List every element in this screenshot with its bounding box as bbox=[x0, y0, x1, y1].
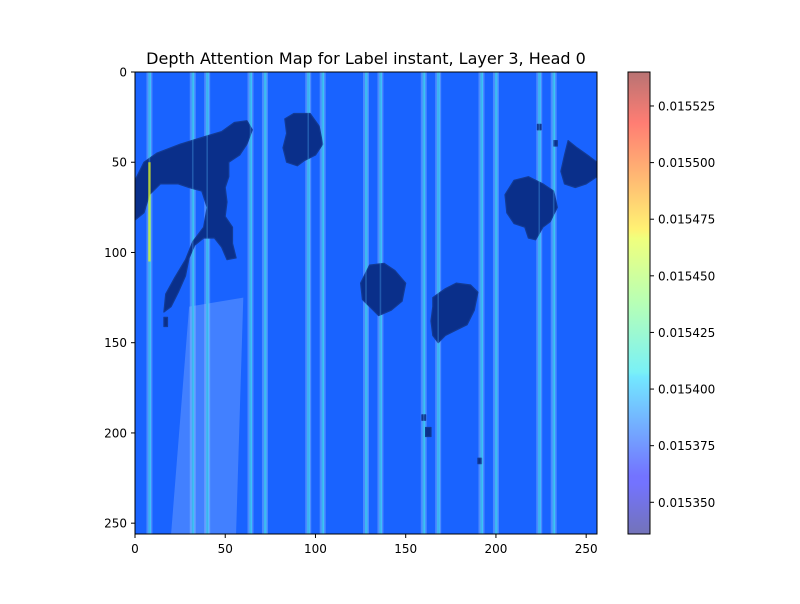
bright-column-9 bbox=[422, 72, 426, 534]
small-dot-6 bbox=[477, 457, 483, 465]
right-edge-region bbox=[560, 140, 597, 189]
lower-center-region bbox=[430, 282, 479, 344]
colorbar-tick-label-7: 0.015525 bbox=[658, 99, 715, 113]
column-overlay-4 bbox=[264, 72, 266, 534]
heatmap-axes: 0 50 100 150 200 250 0 50 100 150 200 250 bbox=[104, 66, 598, 557]
column-overlay-1 bbox=[191, 72, 194, 534]
colorbar-tick-label-4: 0.015450 bbox=[658, 269, 715, 283]
x-tick-label-50: 50 bbox=[218, 542, 233, 556]
bright-column-4 bbox=[263, 72, 267, 534]
bright-column-glow-5 bbox=[305, 72, 312, 534]
small-dot-4 bbox=[421, 414, 427, 421]
y-tick-label-200: 200 bbox=[104, 426, 127, 440]
right-middle-region bbox=[504, 176, 558, 241]
column-overlay-0 bbox=[148, 72, 151, 534]
column-overlay-12 bbox=[495, 72, 497, 534]
bright-column-glow-13 bbox=[536, 72, 543, 534]
bright-column-11 bbox=[480, 72, 483, 534]
column-overlay-2 bbox=[206, 72, 208, 534]
bright-column-glow-14 bbox=[550, 72, 557, 534]
warm-streak bbox=[148, 162, 151, 262]
top-middle-region bbox=[282, 112, 324, 167]
bright-column-2 bbox=[206, 72, 209, 534]
x-tick-label-0: 0 bbox=[131, 542, 139, 556]
bright-column-6 bbox=[321, 72, 325, 534]
bright-column-14 bbox=[552, 72, 556, 534]
bright-column-0 bbox=[148, 72, 151, 534]
bright-column-glow-0 bbox=[146, 72, 153, 534]
colorbar-tick-label-3: 0.015425 bbox=[658, 326, 715, 340]
column-overlay-6 bbox=[321, 72, 324, 534]
center-blob-region bbox=[360, 262, 407, 317]
y-tick-label-50: 50 bbox=[112, 156, 127, 170]
chart-title: Depth Attention Map for Label instant, L… bbox=[146, 49, 586, 68]
colorbar-tick-label-6: 0.015500 bbox=[658, 156, 715, 170]
bright-column-glow-9 bbox=[420, 72, 427, 534]
bright-column-glow-2 bbox=[204, 72, 211, 534]
bright-column-5 bbox=[307, 72, 310, 534]
small-dot-3 bbox=[163, 316, 169, 328]
colorbar-frame bbox=[627, 71, 651, 535]
bright-column-3 bbox=[249, 72, 252, 534]
small-dot-1 bbox=[536, 123, 542, 131]
colorbar-gradient bbox=[628, 72, 650, 534]
y-tick-label-250: 250 bbox=[104, 517, 127, 531]
small-dot-5 bbox=[425, 426, 432, 438]
column-overlay-11 bbox=[480, 72, 483, 534]
column-overlay-13 bbox=[538, 72, 541, 534]
bright-column-glow-11 bbox=[478, 72, 485, 534]
x-tick-label-150: 150 bbox=[394, 542, 417, 556]
colorbar-tick-label-1: 0.015375 bbox=[658, 439, 715, 453]
column-overlay-3 bbox=[249, 72, 252, 534]
column-overlay-8 bbox=[379, 72, 382, 534]
bright-column-glow-1 bbox=[189, 72, 196, 534]
colorbar-tick-label-5: 0.015475 bbox=[658, 213, 715, 227]
heatmap-plot bbox=[135, 72, 597, 534]
left-large-region bbox=[135, 120, 253, 313]
bright-column-13 bbox=[538, 72, 541, 534]
x-tick-label-100: 100 bbox=[304, 542, 327, 556]
bright-column-12 bbox=[494, 72, 498, 534]
colorbar-tick-label-0: 0.015350 bbox=[658, 496, 715, 510]
y-tick-label-100: 100 bbox=[104, 246, 127, 260]
plot-frame bbox=[134, 71, 598, 535]
y-tick-label-0: 0 bbox=[119, 66, 127, 80]
column-overlay-7 bbox=[365, 72, 367, 534]
column-overlay-14 bbox=[552, 72, 555, 534]
x-tick-label-250: 250 bbox=[575, 542, 598, 556]
bright-column-glow-4 bbox=[261, 72, 268, 534]
colorbar-tick-label-2: 0.015400 bbox=[658, 383, 715, 397]
column-overlay-5 bbox=[307, 72, 310, 534]
bright-column-glow-6 bbox=[319, 72, 326, 534]
x-tick-label-200: 200 bbox=[484, 542, 507, 556]
column-overlay-10 bbox=[437, 72, 439, 534]
column-overlay-9 bbox=[422, 72, 425, 534]
y-tick-label-150: 150 bbox=[104, 336, 127, 350]
small-dot-2 bbox=[553, 140, 558, 147]
colorbar: 0.015350 0.015375 0.015400 0.015425 0.015450… bbox=[627, 71, 715, 535]
bright-column-glow-12 bbox=[492, 72, 499, 534]
bright-column-glow-3 bbox=[247, 72, 254, 534]
bright-column-1 bbox=[191, 72, 195, 534]
